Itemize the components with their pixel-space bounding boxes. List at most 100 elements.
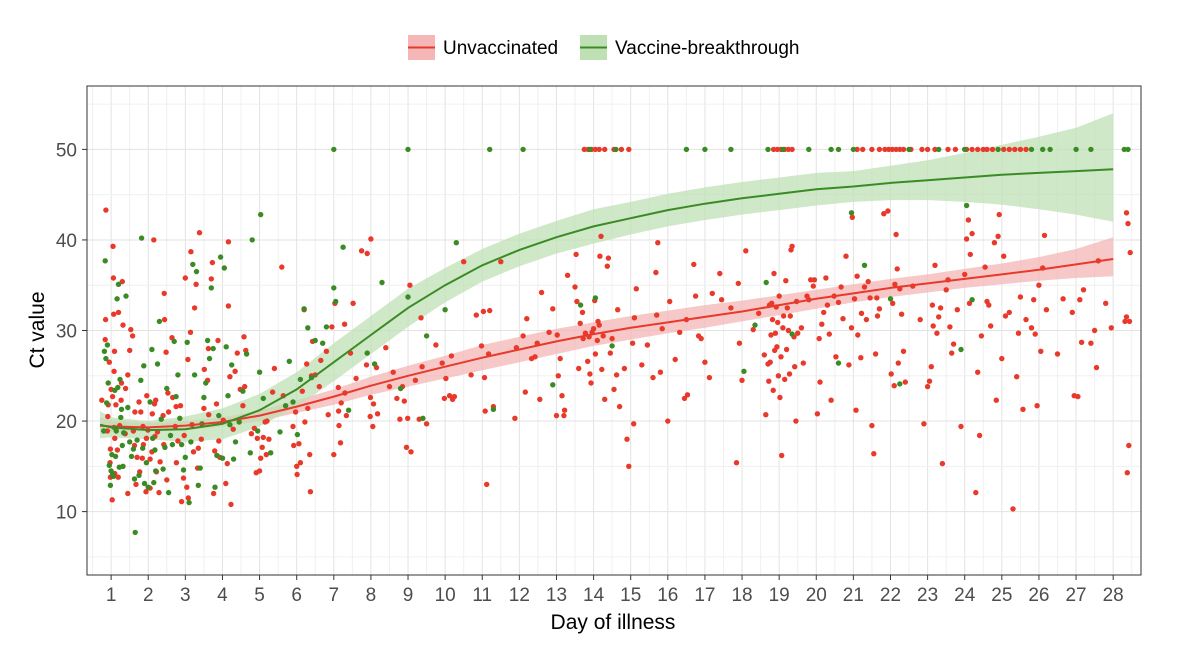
data-point — [152, 447, 158, 453]
data-point — [763, 412, 769, 418]
data-point — [132, 409, 138, 415]
data-point — [982, 264, 988, 270]
data-point — [691, 261, 697, 268]
data-point — [969, 297, 975, 303]
data-point — [201, 405, 207, 412]
data-point — [587, 146, 593, 153]
data-point — [216, 412, 222, 419]
data-point — [484, 481, 490, 488]
data-point — [867, 295, 873, 301]
data-point — [1121, 146, 1128, 153]
data-point — [816, 335, 822, 342]
data-point — [594, 337, 600, 344]
data-point — [709, 290, 715, 297]
data-point — [1028, 325, 1035, 331]
data-point — [418, 315, 424, 321]
data-point — [112, 453, 119, 460]
data-point — [103, 355, 109, 362]
data-point — [602, 146, 608, 153]
data-point — [821, 309, 827, 316]
data-point — [667, 298, 673, 305]
data-point — [885, 208, 891, 214]
data-point — [149, 346, 155, 353]
data-point — [115, 474, 121, 480]
data-point — [559, 393, 565, 399]
data-point — [984, 146, 990, 153]
data-point — [297, 460, 304, 466]
data-point — [874, 295, 880, 301]
y-axis-title: Ct value — [26, 291, 49, 368]
data-point — [861, 262, 868, 268]
data-point — [331, 285, 337, 291]
data-point — [461, 259, 467, 265]
data-point — [609, 335, 615, 342]
x-tick-label: 3 — [180, 585, 191, 606]
data-point — [1020, 406, 1026, 412]
data-point — [881, 211, 887, 217]
data-point — [271, 365, 278, 372]
data-point — [260, 395, 266, 402]
data-point — [579, 309, 586, 316]
x-tick-label: 11 — [472, 585, 492, 606]
data-point — [626, 146, 632, 153]
data-point — [188, 439, 194, 445]
data-point — [291, 442, 297, 449]
legend: Unvaccinated Vaccine-breakthrough — [408, 35, 799, 60]
data-point — [173, 403, 179, 410]
data-point — [1103, 300, 1109, 306]
data-point — [848, 210, 855, 216]
data-point — [229, 362, 235, 368]
data-point — [717, 270, 723, 277]
data-point — [835, 299, 842, 306]
x-axis-title: Day of illness — [551, 611, 676, 634]
data-point — [115, 309, 122, 316]
data-point — [882, 146, 888, 153]
data-point — [201, 394, 207, 401]
data-point — [1127, 249, 1133, 256]
data-point — [1073, 146, 1079, 153]
x-tick-label: 2 — [143, 585, 154, 606]
data-point — [153, 468, 159, 474]
data-point — [828, 397, 834, 403]
data-point — [394, 395, 400, 402]
data-point — [1031, 297, 1037, 303]
data-point — [187, 329, 194, 335]
data-point — [808, 277, 814, 283]
data-point — [138, 409, 144, 415]
data-point — [774, 344, 780, 350]
data-point — [256, 369, 263, 375]
data-point — [487, 307, 493, 314]
data-point — [153, 397, 159, 403]
data-point — [654, 312, 660, 318]
data-point — [105, 380, 111, 386]
data-point — [989, 146, 996, 153]
data-point — [891, 383, 897, 389]
data-point — [631, 315, 638, 321]
data-point — [210, 490, 217, 497]
data-point — [350, 300, 356, 306]
x-tick-label: 24 — [954, 585, 976, 606]
data-point — [1125, 220, 1131, 227]
data-point — [386, 383, 393, 390]
data-point — [553, 412, 560, 419]
data-point — [331, 146, 337, 153]
data-point — [204, 337, 211, 344]
data-point — [125, 490, 131, 497]
data-point — [596, 322, 602, 328]
data-point — [810, 283, 816, 289]
data-point — [371, 361, 378, 367]
data-point — [761, 352, 767, 358]
y-tick-label: 30 — [56, 322, 77, 343]
legend-item-unvaccinated: Unvaccinated — [408, 35, 558, 60]
data-point — [653, 269, 659, 276]
data-point — [934, 330, 940, 336]
data-point — [254, 435, 260, 441]
data-point — [871, 451, 877, 457]
data-point — [889, 146, 895, 153]
data-point — [607, 350, 613, 356]
data-point — [223, 480, 229, 487]
data-point — [819, 321, 825, 327]
data-point — [162, 444, 168, 450]
data-point — [143, 489, 149, 495]
